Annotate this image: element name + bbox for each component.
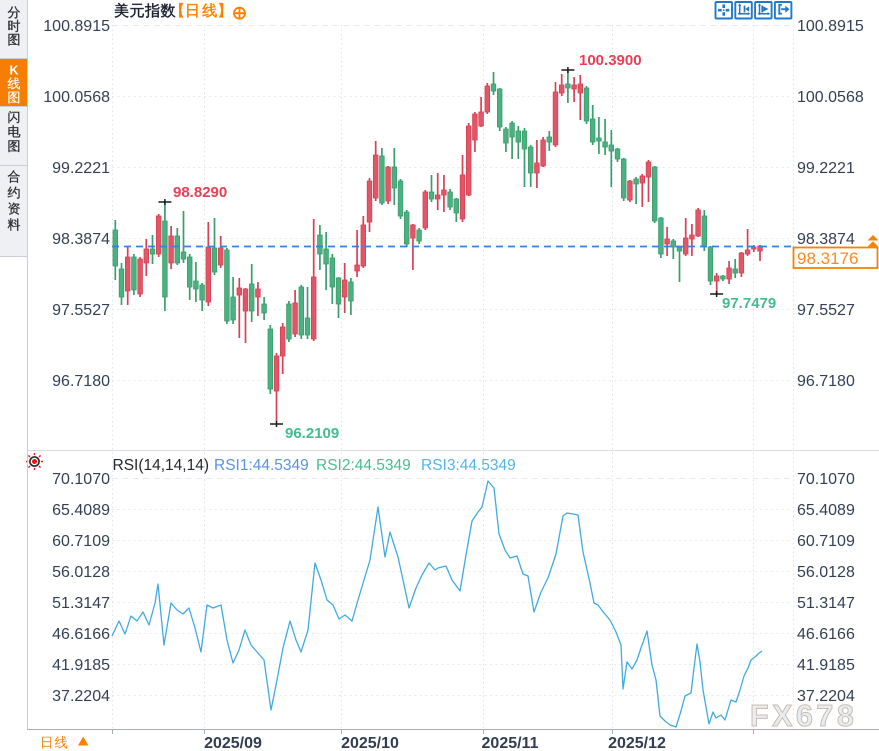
svg-text:37.2204: 37.2204 [797, 688, 855, 705]
svg-text:2025/11: 2025/11 [482, 735, 539, 751]
svg-text:41.9185: 41.9185 [52, 657, 110, 674]
svg-text:100.3900: 100.3900 [579, 52, 642, 69]
svg-text:70.1070: 70.1070 [52, 471, 110, 488]
svg-text:98.8290: 98.8290 [173, 184, 227, 201]
svg-text:51.3147: 51.3147 [797, 595, 855, 612]
svg-text:51.3147: 51.3147 [52, 595, 110, 612]
svg-text:98.3176: 98.3176 [797, 249, 858, 268]
svg-text:RSI3:44.5349: RSI3:44.5349 [421, 457, 516, 474]
svg-text:98.3874: 98.3874 [52, 231, 110, 248]
svg-text:60.7109: 60.7109 [797, 533, 855, 550]
svg-text:100.0568: 100.0568 [797, 89, 864, 106]
svg-text:K: K [9, 64, 18, 78]
svg-text:97.7479: 97.7479 [722, 295, 776, 312]
svg-text:FX678: FX678 [750, 699, 857, 733]
svg-text:56.0128: 56.0128 [797, 564, 855, 581]
svg-text:96.2109: 96.2109 [285, 425, 339, 442]
svg-text:56.0128: 56.0128 [52, 564, 110, 581]
svg-text:65.4089: 65.4089 [52, 502, 110, 519]
svg-text:41.9185: 41.9185 [797, 657, 855, 674]
svg-text:46.6166: 46.6166 [52, 626, 110, 643]
svg-text:RSI(14,14,14): RSI(14,14,14) [113, 457, 210, 474]
svg-text:70.1070: 70.1070 [797, 471, 855, 488]
svg-text:2025/12: 2025/12 [608, 735, 666, 751]
svg-text:65.4089: 65.4089 [797, 502, 855, 519]
svg-text:100.8915: 100.8915 [797, 18, 864, 35]
svg-text:96.7180: 96.7180 [797, 373, 855, 390]
svg-text:37.2204: 37.2204 [52, 688, 110, 705]
svg-text:2025/09: 2025/09 [204, 735, 262, 751]
svg-text:60.7109: 60.7109 [52, 533, 110, 550]
svg-text:99.2221: 99.2221 [797, 160, 855, 177]
svg-text:100.8915: 100.8915 [43, 18, 110, 35]
svg-text:98.3874: 98.3874 [797, 231, 855, 248]
svg-text:99.2221: 99.2221 [52, 160, 110, 177]
svg-text:46.6166: 46.6166 [797, 626, 855, 643]
svg-text:RSI2:44.5349: RSI2:44.5349 [316, 457, 411, 474]
svg-text:97.5527: 97.5527 [52, 302, 110, 319]
svg-text:2025/10: 2025/10 [341, 735, 399, 751]
svg-text:97.5527: 97.5527 [797, 302, 855, 319]
svg-text:100.0568: 100.0568 [43, 89, 110, 106]
svg-text:96.7180: 96.7180 [52, 373, 110, 390]
svg-text:RSI1:44.5349: RSI1:44.5349 [214, 457, 309, 474]
